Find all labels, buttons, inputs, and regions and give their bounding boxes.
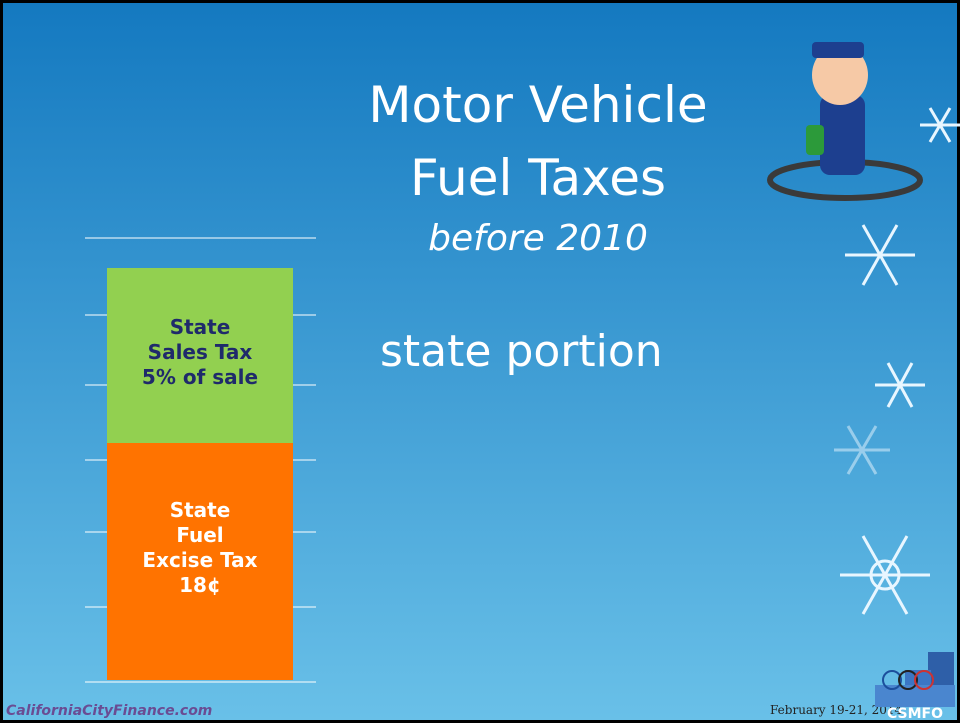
logo-text: CSMFO xyxy=(887,706,943,722)
title-line: Motor Vehicle xyxy=(368,76,707,134)
segment-line: Fuel xyxy=(176,523,223,547)
segment-line: State xyxy=(170,315,231,339)
slide: State Sales Tax 5% of sale State Fuel Ex… xyxy=(0,0,960,723)
segment-line: Excise Tax xyxy=(142,548,257,572)
segment-line: Sales Tax xyxy=(148,340,253,364)
segment-line: 5% of sale xyxy=(142,365,258,389)
subtitle: before 2010 xyxy=(428,218,648,259)
segment-line: 18¢ xyxy=(179,573,221,597)
title-line: Fuel Taxes xyxy=(410,149,666,207)
segment-line: State xyxy=(170,498,231,522)
heading: state portion xyxy=(380,326,663,377)
footer-left: CaliforniaCityFinance.com xyxy=(6,703,212,719)
